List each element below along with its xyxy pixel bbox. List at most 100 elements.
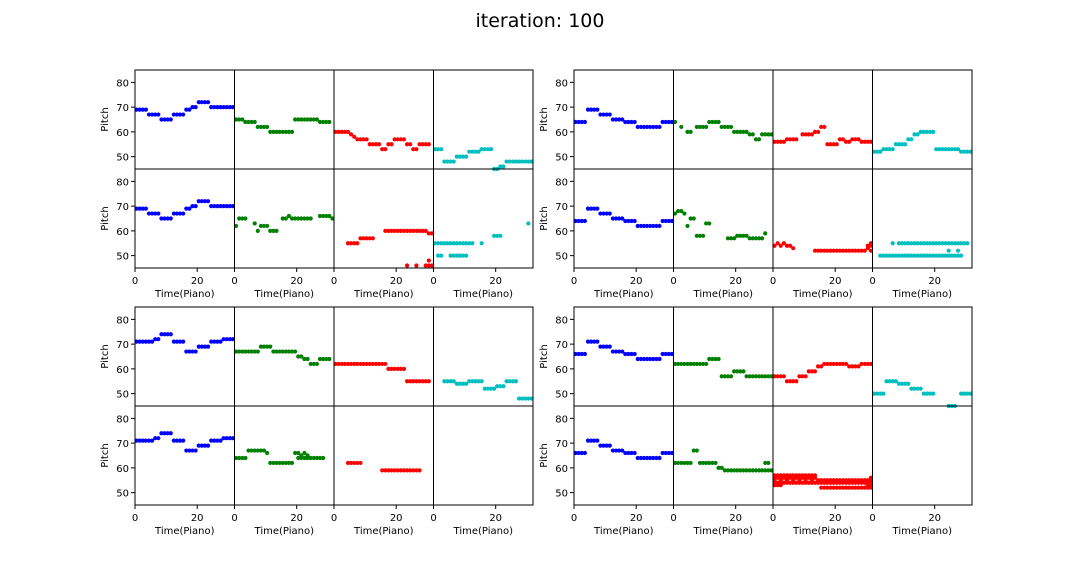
- note-point: [579, 450, 584, 456]
- note-point: [299, 117, 304, 122]
- note-point: [233, 117, 239, 122]
- note-point: [613, 117, 619, 122]
- note-point: [579, 351, 584, 357]
- y-tick-label: 70: [116, 202, 129, 213]
- note-point: [573, 450, 578, 456]
- note-point: [937, 241, 942, 246]
- note-point: [246, 448, 251, 453]
- note-point: [408, 228, 413, 233]
- note-point: [134, 107, 139, 112]
- note-point: [899, 241, 905, 246]
- note-point: [361, 137, 366, 142]
- note-point: [760, 468, 765, 473]
- note-point: [859, 139, 864, 144]
- note-point: [230, 204, 236, 209]
- note-point: [756, 236, 762, 241]
- note-point: [448, 253, 453, 258]
- note-point: [610, 216, 615, 221]
- x-tick-label: 20: [489, 276, 502, 287]
- note-point: [212, 105, 217, 110]
- note-point: [246, 349, 251, 354]
- note-point: [321, 356, 326, 362]
- note-point: [955, 248, 961, 253]
- note-point: [221, 105, 226, 110]
- note-point: [311, 455, 316, 461]
- note-point: [261, 223, 267, 229]
- note-point: [613, 349, 619, 354]
- subplot-frame: [673, 168, 774, 269]
- note-point: [788, 243, 793, 248]
- note-point: [843, 139, 849, 144]
- note-point: [187, 107, 192, 112]
- note-point: [959, 253, 964, 258]
- note-point: [327, 119, 332, 125]
- note-point: [806, 132, 811, 137]
- note-point: [140, 107, 145, 112]
- note-point: [352, 134, 357, 139]
- note-point: [582, 351, 587, 357]
- note-point: [277, 460, 282, 466]
- subplot-frame: [673, 69, 774, 170]
- note-point: [809, 480, 814, 485]
- note-point: [707, 356, 712, 362]
- x-axis-label: Time(Piano): [353, 526, 414, 537]
- note-point: [423, 228, 428, 233]
- note-point: [361, 361, 366, 367]
- note-point: [815, 129, 821, 134]
- note-point: [834, 361, 839, 367]
- note-point: [513, 159, 518, 164]
- note-point: [420, 142, 425, 147]
- x-tick-label: 20: [729, 513, 742, 524]
- note-point: [473, 149, 478, 154]
- note-point: [205, 100, 211, 105]
- note-point: [370, 361, 375, 367]
- track-3-top-points: [772, 124, 874, 147]
- track-1-bottom-points: [134, 199, 236, 221]
- y-tick-label: 80: [116, 177, 129, 188]
- note-point: [896, 381, 902, 386]
- note-point: [965, 241, 970, 246]
- note-point: [959, 149, 964, 154]
- note-point: [159, 117, 164, 122]
- note-point: [620, 117, 625, 122]
- y-tick-label: 80: [555, 414, 568, 425]
- note-point: [791, 379, 796, 384]
- note-point: [479, 379, 484, 384]
- note-point: [352, 241, 357, 246]
- note-point: [358, 361, 363, 367]
- note-point: [215, 204, 220, 209]
- y-tick-label: 50: [116, 153, 129, 164]
- note-point: [769, 468, 774, 473]
- x-tick-label: 0: [331, 513, 337, 524]
- note-point: [339, 129, 344, 134]
- note-point: [644, 356, 650, 362]
- note-point: [255, 228, 260, 233]
- note-point: [573, 218, 578, 224]
- note-point: [218, 438, 223, 443]
- note-point: [162, 216, 167, 221]
- note-point: [909, 253, 914, 258]
- note-point: [710, 460, 715, 466]
- note-point: [150, 438, 155, 443]
- subplot-frame: [333, 405, 434, 506]
- note-point: [187, 206, 192, 211]
- note-point: [924, 391, 930, 396]
- note-point: [595, 339, 600, 344]
- note-point: [150, 112, 155, 117]
- note-point: [775, 374, 780, 379]
- note-point: [607, 112, 612, 117]
- note-point: [423, 379, 428, 384]
- note-point: [943, 241, 948, 246]
- note-point: [753, 137, 758, 142]
- note-point: [523, 396, 528, 401]
- note-point: [215, 105, 220, 110]
- note-point: [168, 332, 173, 337]
- note-point: [386, 228, 391, 233]
- x-axis-label: Time(Piano): [254, 526, 315, 537]
- note-point: [927, 241, 933, 246]
- note-point: [448, 241, 453, 246]
- note-point: [573, 351, 578, 357]
- note-point: [613, 448, 619, 453]
- note-point: [862, 480, 867, 485]
- note-point: [202, 443, 208, 448]
